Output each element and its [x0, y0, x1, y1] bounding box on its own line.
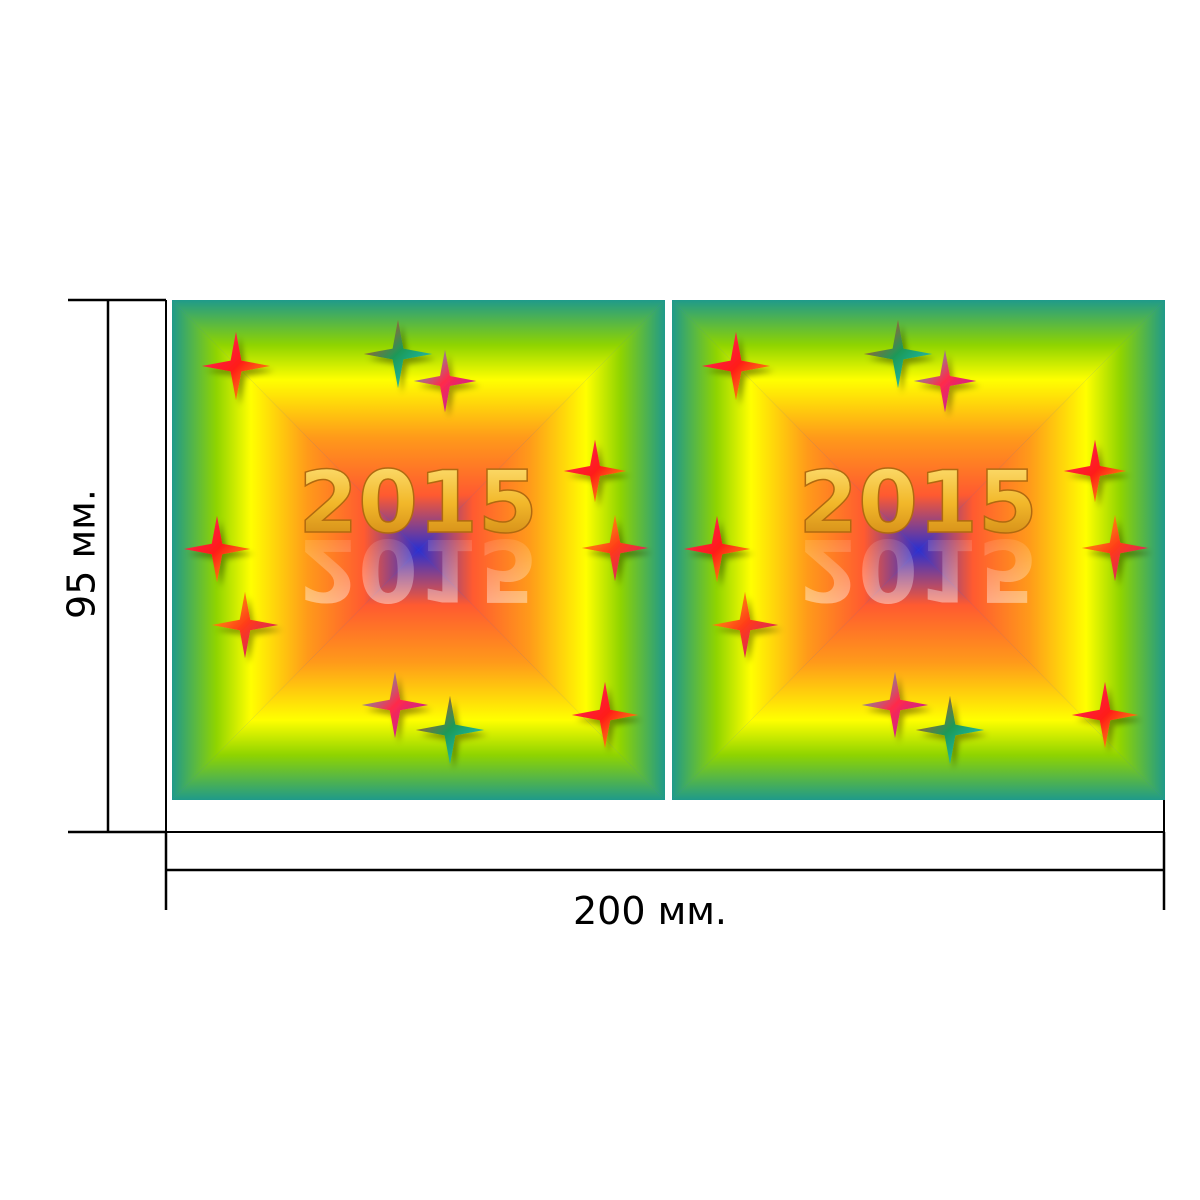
year-label: 2015 — [298, 453, 537, 553]
width-dimension — [164, 832, 1166, 910]
year-reflection: 2015 — [798, 519, 1037, 619]
width-label: 200 мм. — [573, 889, 727, 933]
year-label: 2015 — [798, 453, 1037, 553]
height-label: 95 мм. — [60, 489, 104, 619]
sheet-outline — [165, 300, 1165, 833]
sticker-panel-1: 2015 2015 — [172, 300, 665, 800]
year-reflection: 2015 — [298, 519, 537, 619]
sticker-panel-2: 2015 2015 — [672, 300, 1165, 800]
height-dimension — [68, 298, 166, 834]
